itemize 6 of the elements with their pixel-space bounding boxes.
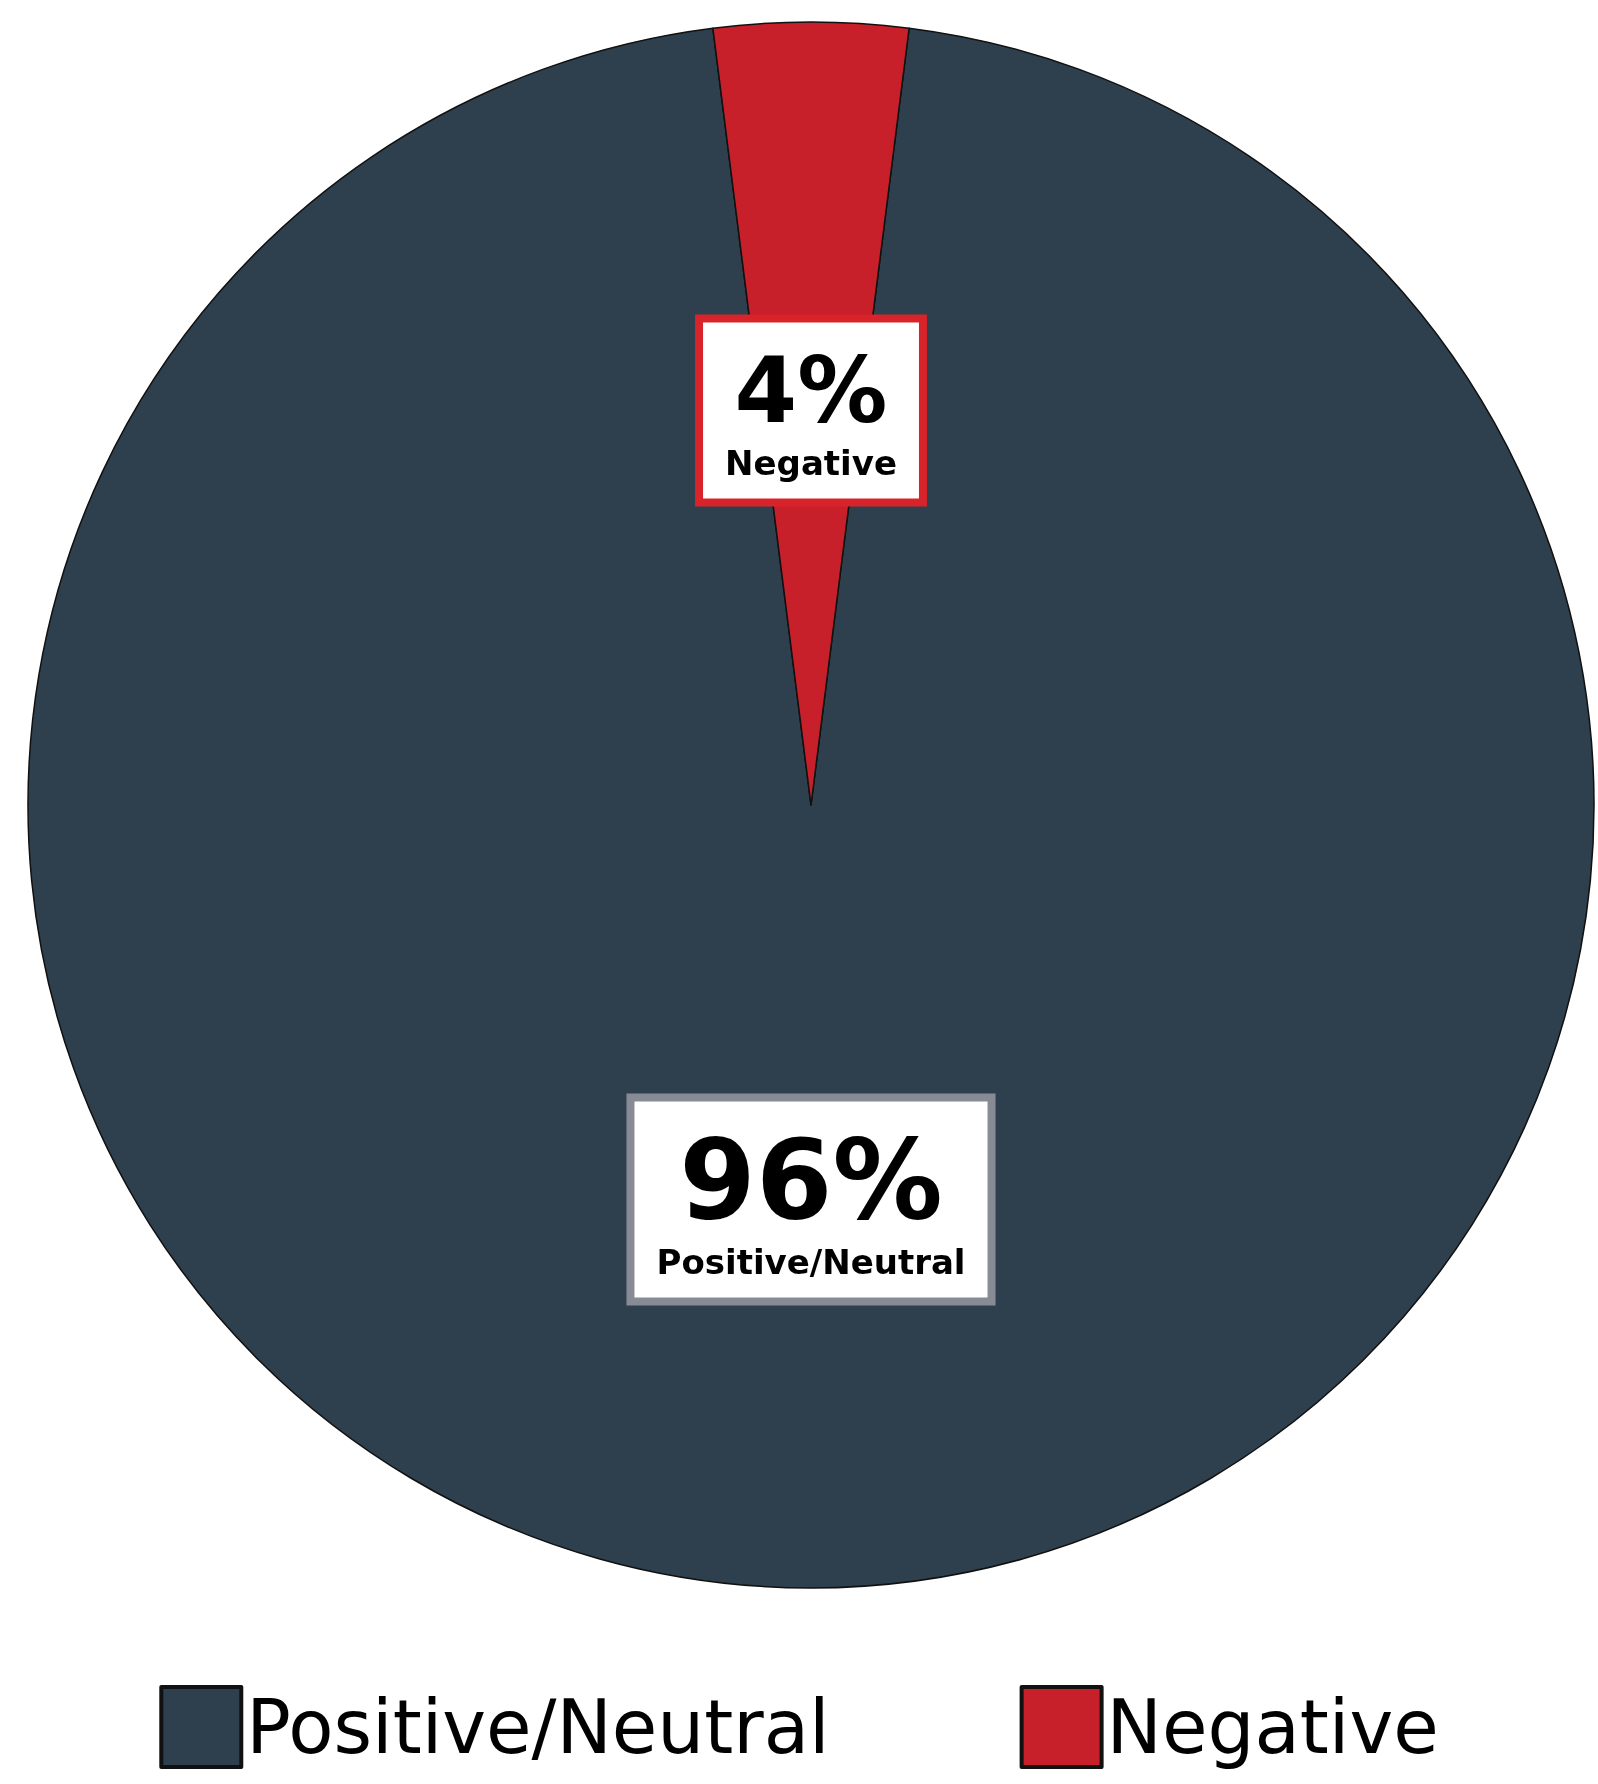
legend-label: Negative [1106,1684,1439,1770]
slice-label: Negative [725,442,897,483]
data-label: 4% [734,338,888,443]
data-label: 96% [679,1115,943,1244]
legend-label: Positive/Neutral [246,1684,830,1770]
slice-label: Positive/Neutral [656,1241,966,1282]
